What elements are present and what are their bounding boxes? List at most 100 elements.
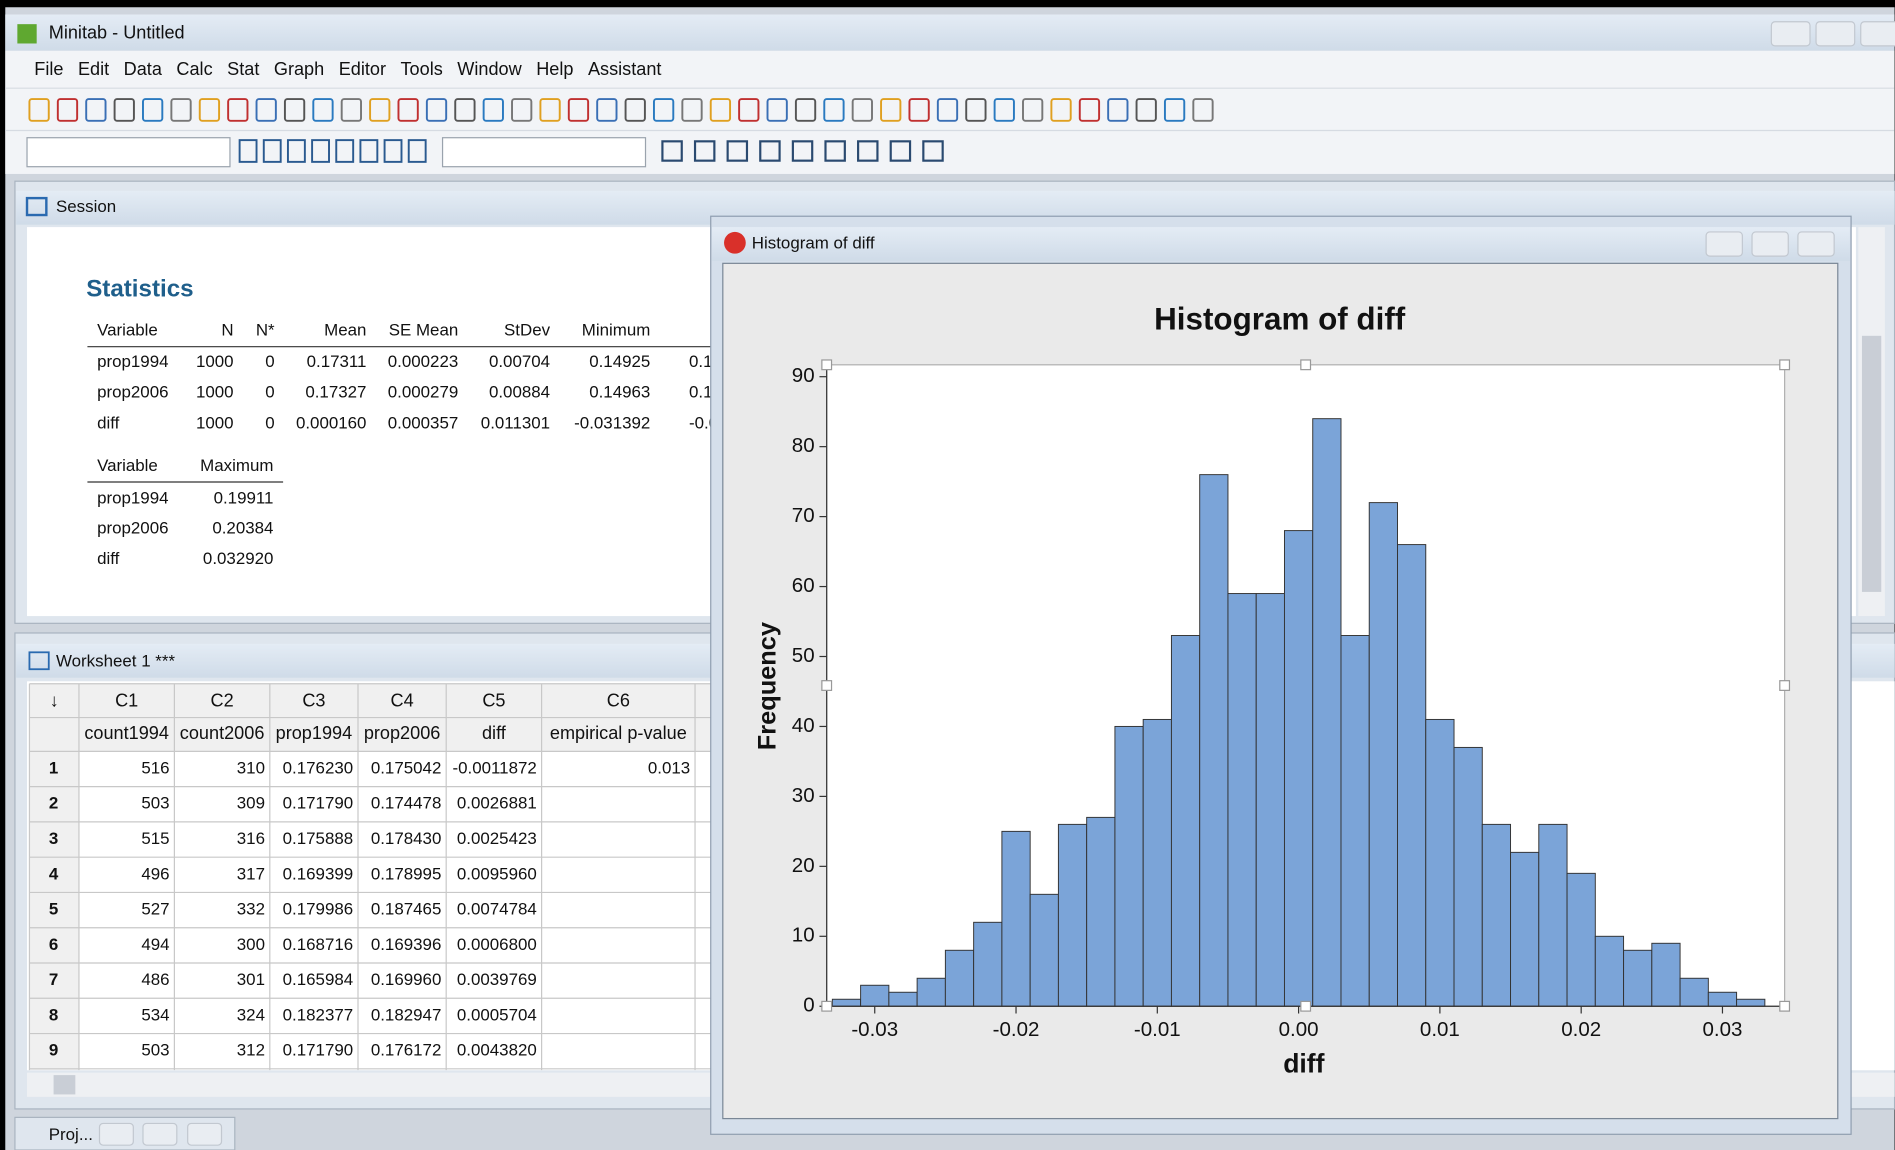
toolbar-icon[interactable] (823, 98, 845, 122)
toolbar-icon[interactable] (880, 98, 902, 122)
toolbar-icon[interactable] (759, 140, 781, 162)
selection-handle[interactable] (821, 680, 833, 691)
toolbar-icon[interactable] (56, 98, 79, 122)
h-scroll-thumb[interactable] (53, 1075, 76, 1095)
restore-button[interactable] (1751, 231, 1789, 257)
selection-handle[interactable] (1779, 680, 1791, 691)
combo-box[interactable] (441, 137, 647, 168)
toolbar-icon[interactable] (425, 98, 448, 122)
toolbar-icon[interactable] (824, 140, 846, 162)
toolbar-icon[interactable] (709, 98, 732, 122)
toolbar-icon[interactable] (681, 98, 703, 122)
tab-button[interactable] (187, 1122, 223, 1146)
toolbar-icon[interactable] (311, 139, 330, 163)
menu-item[interactable]: Editor (339, 59, 386, 79)
toolbar-icon[interactable] (965, 98, 987, 122)
toolbar-icon[interactable] (908, 98, 930, 122)
toolbar-icon[interactable] (726, 140, 749, 162)
toolbar-icon[interactable] (857, 140, 879, 162)
close-button[interactable] (1860, 21, 1895, 47)
toolbar-icon[interactable] (283, 98, 306, 122)
menu-item[interactable]: Calc (176, 59, 212, 79)
restore-button[interactable] (1815, 21, 1856, 47)
menu-item[interactable]: Assistant (588, 59, 661, 79)
toolbar-icon[interactable] (397, 98, 419, 122)
table-cell: diff (97, 549, 120, 568)
selection-handle[interactable] (1300, 359, 1312, 371)
toolbar-icon[interactable] (255, 98, 277, 122)
toolbar-icon[interactable] (791, 140, 814, 162)
toolbar-icon[interactable] (993, 98, 1015, 122)
toolbar-icon[interactable] (482, 98, 504, 122)
bar (1736, 998, 1766, 1007)
cell: 0.0074784 (457, 900, 537, 919)
toolbar-icon[interactable] (142, 98, 164, 122)
toolbar-icon[interactable] (567, 98, 590, 122)
cell: 0.0006800 (457, 935, 537, 954)
menu-item[interactable]: File (34, 59, 63, 79)
toolbar-icon[interactable] (335, 139, 355, 163)
toolbar-icon[interactable] (227, 98, 249, 122)
toolbar-icon[interactable] (238, 139, 258, 163)
cell: 0.0039769 (457, 970, 537, 989)
toolbar-icon[interactable] (693, 140, 716, 162)
toolbar-icon[interactable] (596, 98, 618, 122)
menu-item[interactable]: Stat (227, 59, 259, 79)
column-id: C4 (391, 691, 414, 711)
menu-item[interactable]: Edit (78, 59, 109, 79)
toolbar-icon[interactable] (936, 98, 959, 122)
minimize-button[interactable] (1705, 231, 1743, 257)
toolbar-icon[interactable] (454, 98, 476, 122)
combo-box[interactable] (26, 137, 231, 168)
toolbar-icon[interactable] (1050, 98, 1072, 122)
toolbar-icon[interactable] (794, 98, 817, 122)
menu-item[interactable]: Graph (274, 59, 324, 79)
toolbar-icon[interactable] (539, 98, 561, 122)
selection-handle[interactable] (821, 1000, 833, 1012)
toolbar-icon[interactable] (922, 140, 944, 162)
toolbar-icon[interactable] (28, 98, 50, 122)
toolbar-icon[interactable] (85, 98, 107, 122)
toolbar-icon[interactable] (383, 139, 403, 163)
selection-handle[interactable] (1300, 1000, 1312, 1012)
selection-handle[interactable] (1779, 359, 1791, 371)
selection-handle[interactable] (821, 359, 833, 371)
toolbar-icon[interactable] (1163, 98, 1186, 122)
toolbar-icon[interactable] (1078, 98, 1101, 122)
tab-button[interactable] (98, 1122, 134, 1146)
menu-item[interactable]: Help (536, 59, 573, 79)
column-name: prop2006 (364, 723, 441, 743)
minimize-button[interactable] (1770, 21, 1811, 47)
menu-item[interactable]: Data (124, 59, 163, 79)
toolbar-icon[interactable] (359, 139, 379, 163)
session-icon (25, 196, 48, 217)
toolbar-icon[interactable] (889, 140, 912, 162)
toolbar-icon[interactable] (262, 139, 282, 163)
toolbar-icon[interactable] (652, 98, 675, 122)
toolbar-icon[interactable] (661, 140, 683, 162)
toolbar-icon[interactable] (312, 98, 334, 122)
toolbar-icon[interactable] (624, 98, 646, 122)
menu-item[interactable]: Window (457, 59, 522, 79)
toolbar-icon[interactable] (851, 98, 873, 122)
toolbar-icon[interactable] (1135, 98, 1157, 122)
toolbar-icon[interactable] (170, 98, 192, 122)
toolbar-icon[interactable] (369, 98, 391, 122)
tab-button[interactable] (142, 1122, 178, 1146)
toolbar-icon[interactable] (766, 98, 788, 122)
menu-item[interactable]: Tools (401, 59, 443, 79)
toolbar-icon[interactable] (286, 139, 306, 163)
selection-handle[interactable] (1779, 1000, 1791, 1012)
toolbar-icon[interactable] (113, 98, 135, 122)
toolbar-icon[interactable] (511, 98, 533, 122)
toolbar-icon[interactable] (198, 98, 221, 122)
toolbar-icon[interactable] (1192, 98, 1214, 122)
toolbar-icon[interactable] (1022, 98, 1044, 122)
close-button[interactable] (1797, 231, 1835, 257)
toolbar-icon[interactable] (1107, 98, 1129, 122)
scroll-thumb[interactable] (1861, 335, 1882, 592)
toolbar-icon[interactable] (340, 98, 362, 122)
toolbar-icon[interactable] (407, 139, 427, 163)
toolbar-icon[interactable] (738, 98, 760, 122)
